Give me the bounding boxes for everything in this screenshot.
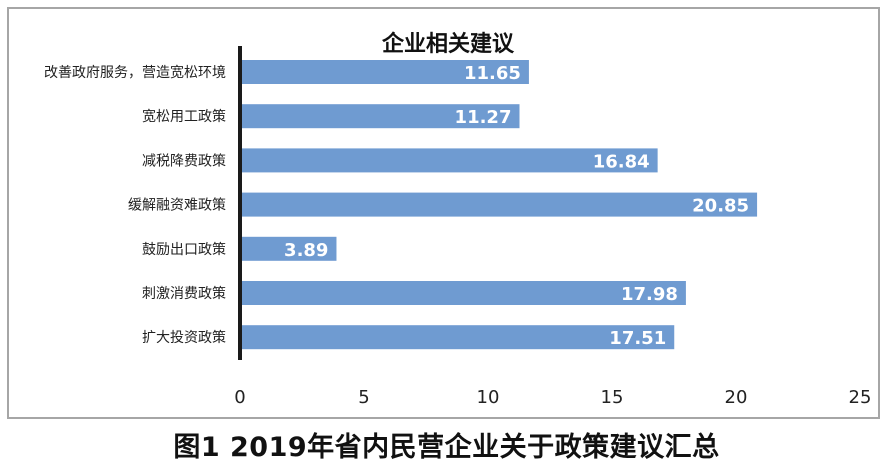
x-tick-label: 25 xyxy=(849,387,872,408)
x-tick-label: 0 xyxy=(234,387,245,408)
category-label: 改善政府服务，营造宽松环境 xyxy=(44,64,226,81)
category-label: 减税降费政策 xyxy=(142,152,226,169)
category-label: 刺激消费政策 xyxy=(142,285,226,302)
bar-value-label: 3.89 xyxy=(284,240,328,261)
bar-value-label: 11.65 xyxy=(464,63,521,84)
bar-value-label: 16.84 xyxy=(593,151,650,172)
bar xyxy=(240,104,520,129)
bar xyxy=(240,236,337,261)
x-tick-label: 5 xyxy=(358,387,369,408)
chart-title: 企业相关建议 xyxy=(381,31,515,57)
bar-value-label: 17.51 xyxy=(609,328,666,349)
category-label: 鼓励出口政策 xyxy=(142,241,226,258)
bar xyxy=(240,148,658,173)
bar xyxy=(240,192,758,217)
bar xyxy=(240,60,529,84)
bar-value-label: 17.98 xyxy=(621,284,678,305)
bar-value-label: 20.85 xyxy=(692,196,749,217)
figure-caption: 图1 2019年省内民营企业关于政策建议汇总 xyxy=(173,432,720,463)
bar-value-label: 11.27 xyxy=(455,107,512,128)
bar xyxy=(240,325,675,350)
category-label: 宽松用工政策 xyxy=(142,108,226,125)
x-tick-label: 10 xyxy=(477,387,500,408)
category-label: 缓解融资难政策 xyxy=(128,197,226,214)
category-label: 扩大投资政策 xyxy=(142,329,226,346)
x-tick-label: 20 xyxy=(725,387,748,408)
x-tick-label: 15 xyxy=(601,387,624,408)
bar xyxy=(240,281,686,305)
